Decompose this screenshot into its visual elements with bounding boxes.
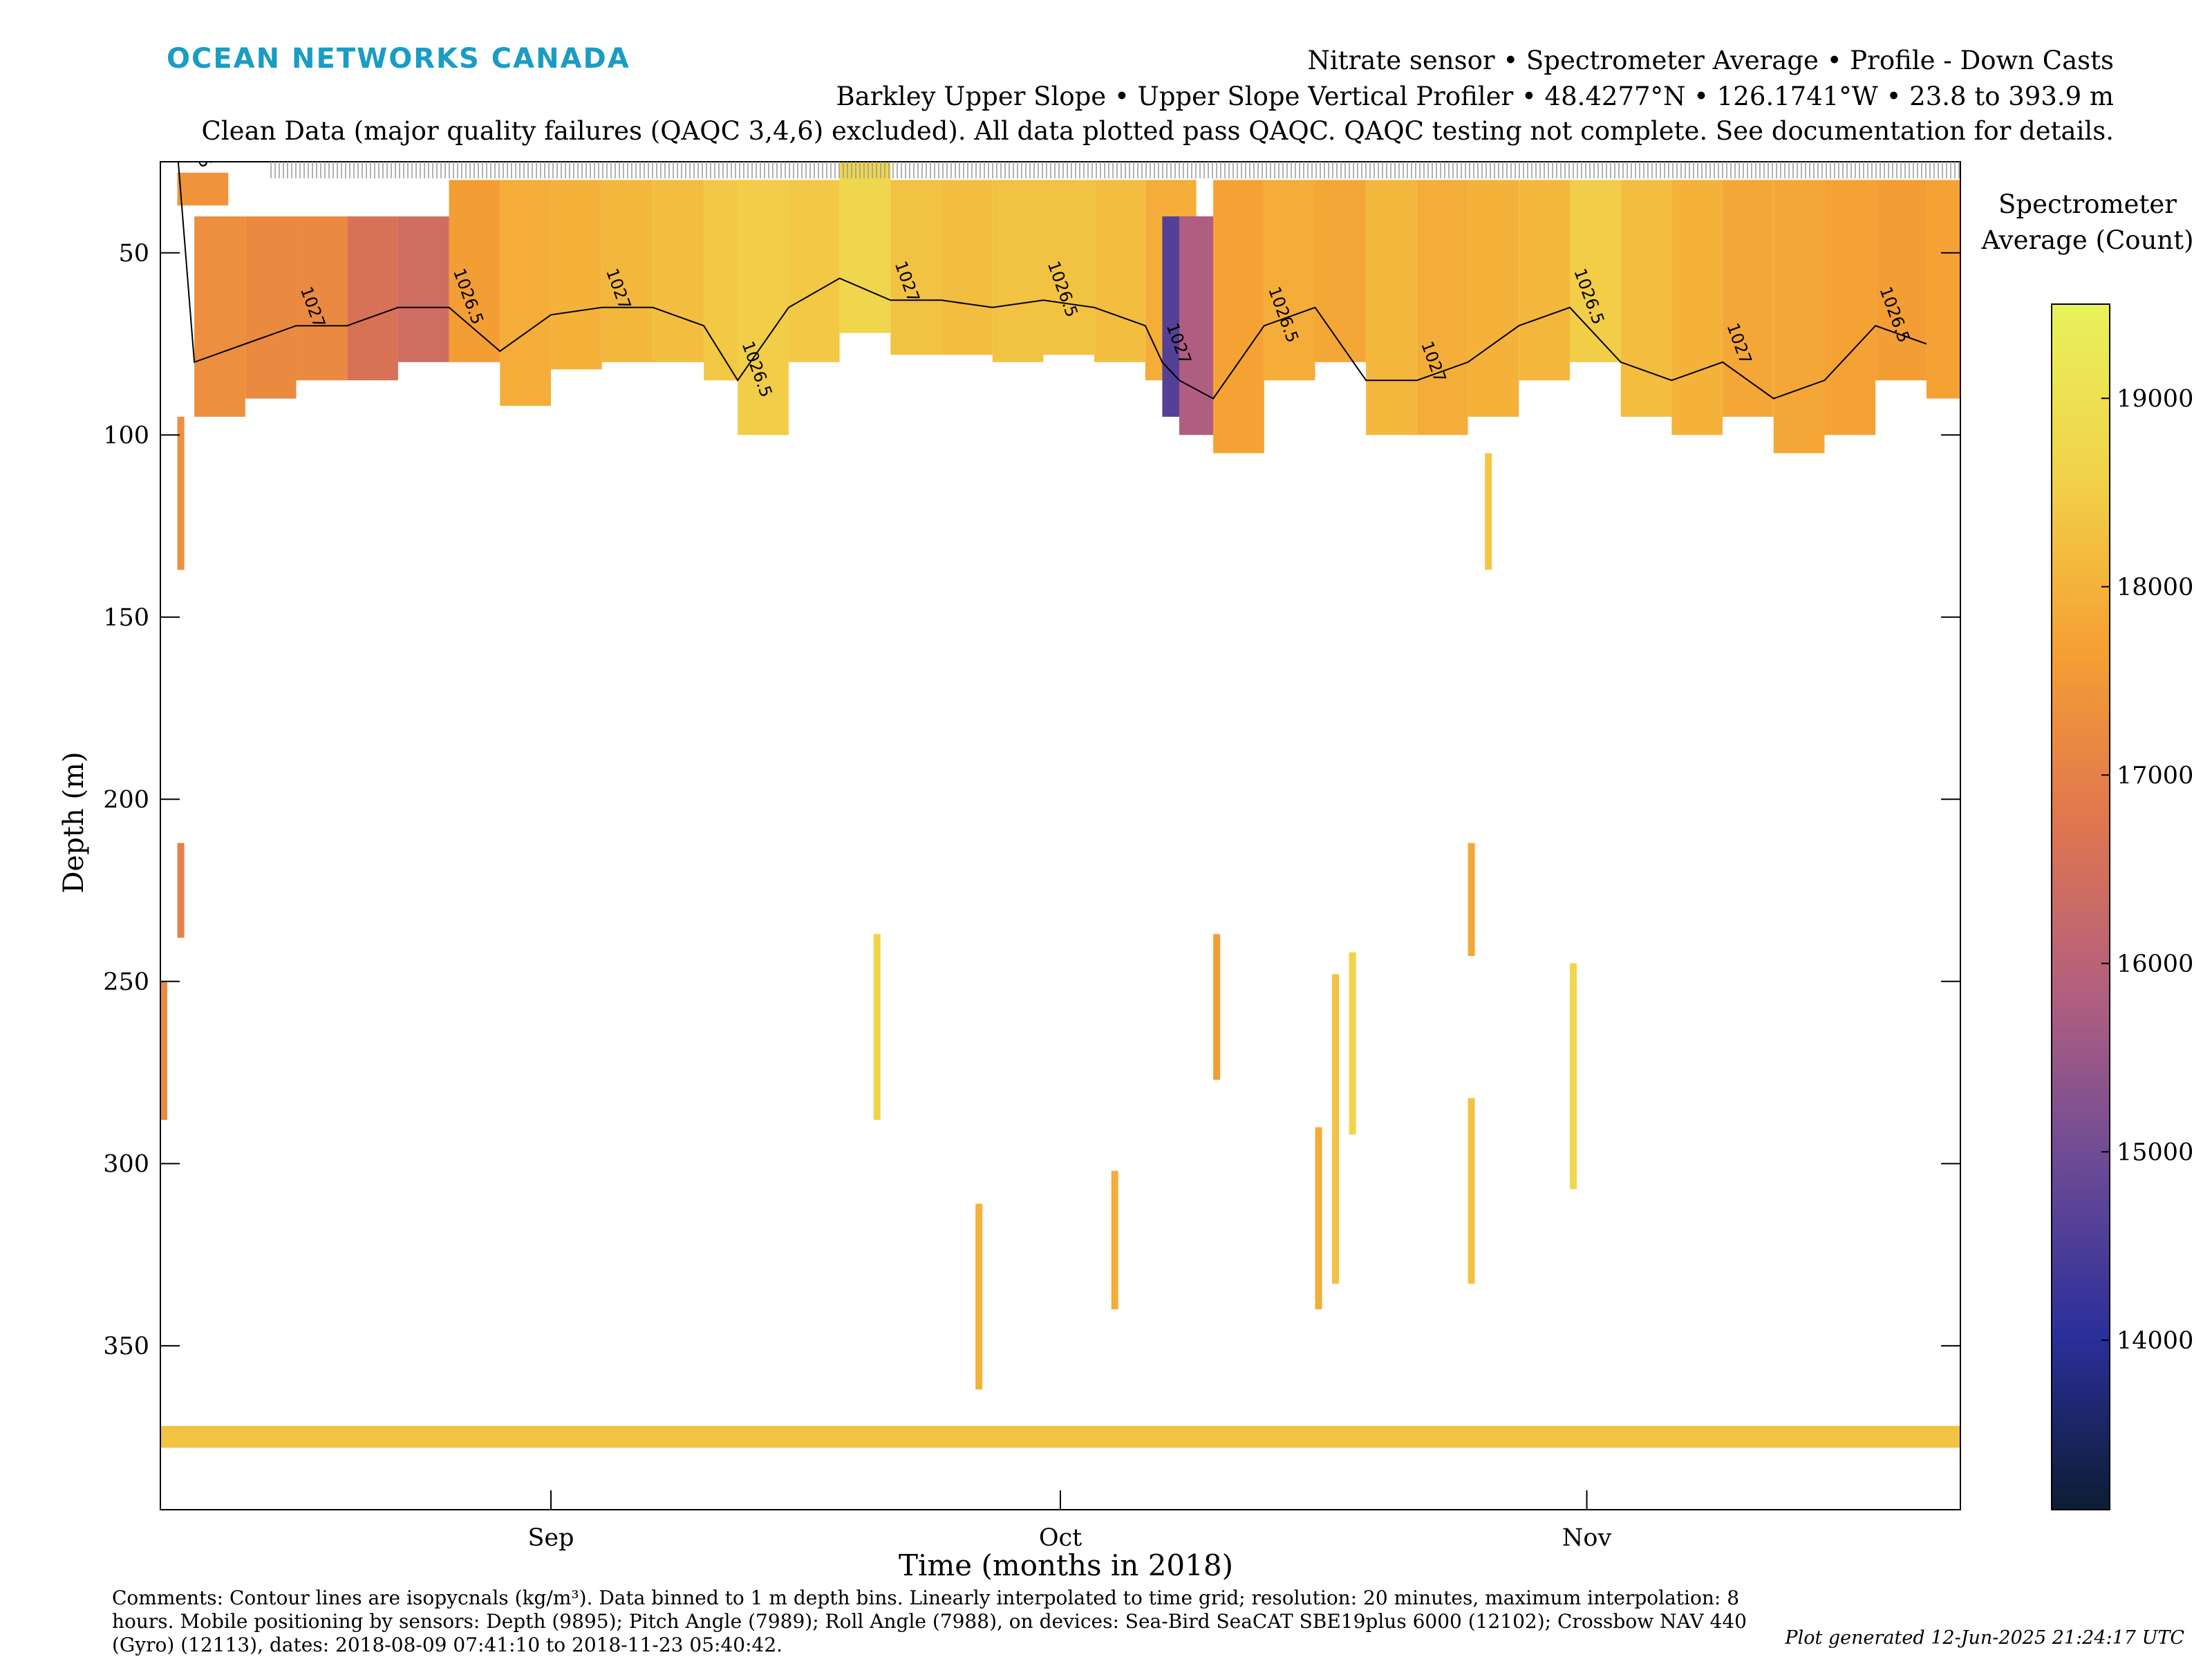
surface-profile-31: [1620, 180, 1672, 417]
title-line-3: Clean Data (major quality failures (QAQC…: [201, 116, 2114, 146]
data-layer: [160, 162, 1960, 1448]
y-tick-label: 350: [103, 1333, 149, 1360]
y-tick-label: 250: [103, 968, 149, 996]
axes: 50 100 150 200 250 300 350 Sep Oct Nov: [103, 162, 1960, 1552]
deep-profile-13: [1111, 1170, 1118, 1310]
y-tick-label: 300: [103, 1150, 149, 1178]
title-line-1: Nitrate sensor • Spectrometer Average • …: [1307, 46, 2114, 75]
deep-profile-5: [1315, 1127, 1322, 1310]
colorbar-tick-label: 18000: [2117, 574, 2193, 601]
isopycnal-1026-5-line: [177, 162, 1927, 400]
x-tick-label: Oct: [1039, 1524, 1082, 1552]
y-tick-label: 100: [103, 422, 149, 449]
surface-profile-18: [1043, 180, 1095, 355]
surface-profile-10: [653, 180, 704, 362]
deep-profile-1: [177, 843, 185, 938]
comments-text: Comments: Contour lines are isopycnals (…: [112, 1586, 1747, 1656]
deep-profile-10: [1485, 453, 1492, 570]
colorbar-tick-label: 14000: [2117, 1327, 2193, 1355]
surface-profile-27: [1416, 180, 1468, 435]
surface-profile-15: [890, 180, 942, 355]
colorbar-tick-label: 15000: [2117, 1138, 2193, 1166]
colorbar-tick-label: 16000: [2117, 950, 2193, 978]
deep-profile-6: [1332, 974, 1340, 1284]
surface-profile-34: [1773, 180, 1825, 453]
colorbar-tick-label: 19000: [2117, 385, 2193, 413]
y-tick-label: 50: [118, 240, 149, 268]
deep-profile-4: [1213, 934, 1221, 1080]
colorbar-tick-label: 17000: [2117, 762, 2193, 789]
surface-profile-35: [1824, 180, 1876, 435]
deep-profile-9: [1468, 1098, 1475, 1284]
surface-profile-25: [1315, 180, 1367, 362]
surface-profile-1: [194, 216, 245, 417]
y-axis-label: Depth (m): [58, 751, 90, 894]
deep-profile-11: [1569, 963, 1577, 1190]
colorbar-title: Spectrometer Average (Count): [1981, 189, 2194, 255]
deep-profile-2: [177, 416, 185, 570]
surface-profile-32: [1671, 180, 1723, 435]
surface-profile-3: [296, 216, 348, 381]
surface-profile-19: [1094, 180, 1145, 362]
title-line-2: Barkley Upper Slope • Upper Slope Vertic…: [836, 82, 2114, 111]
x-tick-label: Sep: [527, 1524, 574, 1552]
y-tick-label: 150: [103, 604, 149, 632]
surface-profile-9: [601, 180, 653, 362]
near-bottom-band: [160, 1425, 1960, 1448]
colorbar-ticks: 14000 15000 16000 17000 18000 19000: [2101, 385, 2193, 1355]
surface-profile-30: [1569, 180, 1621, 362]
y-tick-label: 200: [103, 786, 149, 814]
surface-profile-12: [738, 180, 789, 435]
deep-profile-0: [160, 981, 167, 1121]
surface-profile-17: [992, 180, 1044, 362]
surface-profile-7: [500, 180, 552, 406]
surface-profile-5: [397, 216, 449, 362]
surface-profile-2: [245, 216, 297, 399]
surface-profile-23: [1213, 180, 1264, 453]
surface-profile-4: [347, 216, 398, 381]
deep-profile-3: [873, 934, 881, 1121]
surface-profile-13: [788, 180, 840, 362]
surface-profile-36: [1875, 180, 1927, 381]
deep-profile-8: [1468, 843, 1475, 956]
surface-profile-24: [1264, 180, 1315, 381]
surface-profile-28: [1468, 180, 1519, 417]
deep-profile-7: [1349, 952, 1356, 1135]
surface-profile-8: [551, 180, 602, 370]
x-axis-label: Time (months in 2018): [899, 1548, 1233, 1582]
brand-logo: OCEAN NETWORKS CANADA: [167, 43, 630, 75]
surface-profile-0: [177, 172, 229, 206]
colorbar: [2051, 303, 2110, 1510]
surface-profile-37: [1926, 180, 1960, 399]
surface-profile-14: [839, 162, 891, 333]
x-tick-label: Nov: [1562, 1524, 1612, 1552]
deep-profile-12: [975, 1203, 983, 1390]
surface-profile-33: [1723, 180, 1774, 417]
surface-profile-6: [449, 180, 500, 362]
surface-profile-29: [1519, 180, 1570, 381]
surface-profile-26: [1366, 180, 1417, 435]
surface-profile-16: [941, 180, 993, 355]
plot-generated-stamp: Plot generated 12-Jun-2025 21:24:17 UTC: [1785, 1627, 2184, 1649]
